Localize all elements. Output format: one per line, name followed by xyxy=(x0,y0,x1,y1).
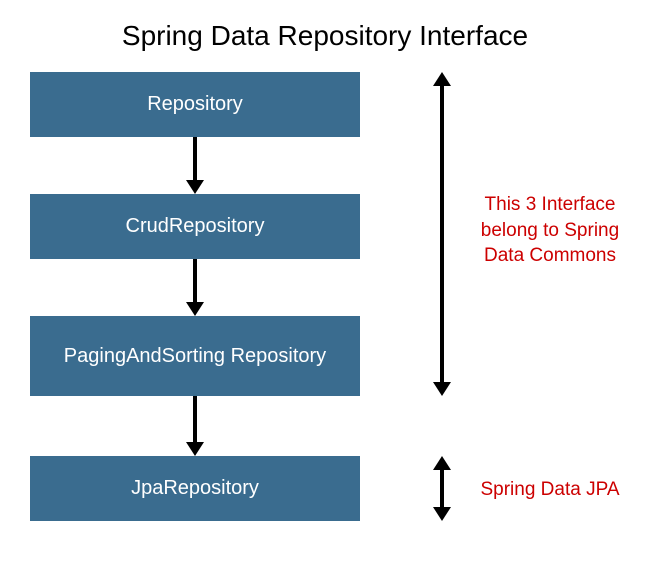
paging-sorting-repository-box: PagingAndSorting Repository xyxy=(30,316,360,396)
repository-box: Repository xyxy=(30,72,360,137)
jpa-repository-box: JpaRepository xyxy=(30,456,360,521)
range-bracket-icon xyxy=(430,72,454,396)
annotation-jpa: Spring Data JPA xyxy=(460,477,640,503)
arrow-down-icon xyxy=(190,137,200,194)
range-bracket-icon xyxy=(430,456,454,521)
arrow-down-icon xyxy=(190,259,200,316)
diagram-title: Spring Data Repository Interface xyxy=(0,0,650,64)
diagram-canvas: Repository CrudRepository PagingAndSorti… xyxy=(0,64,650,564)
crud-repository-box: CrudRepository xyxy=(30,194,360,259)
arrow-down-icon xyxy=(190,396,200,456)
annotation-commons: This 3 Interfacebelong to SpringData Com… xyxy=(460,192,640,269)
